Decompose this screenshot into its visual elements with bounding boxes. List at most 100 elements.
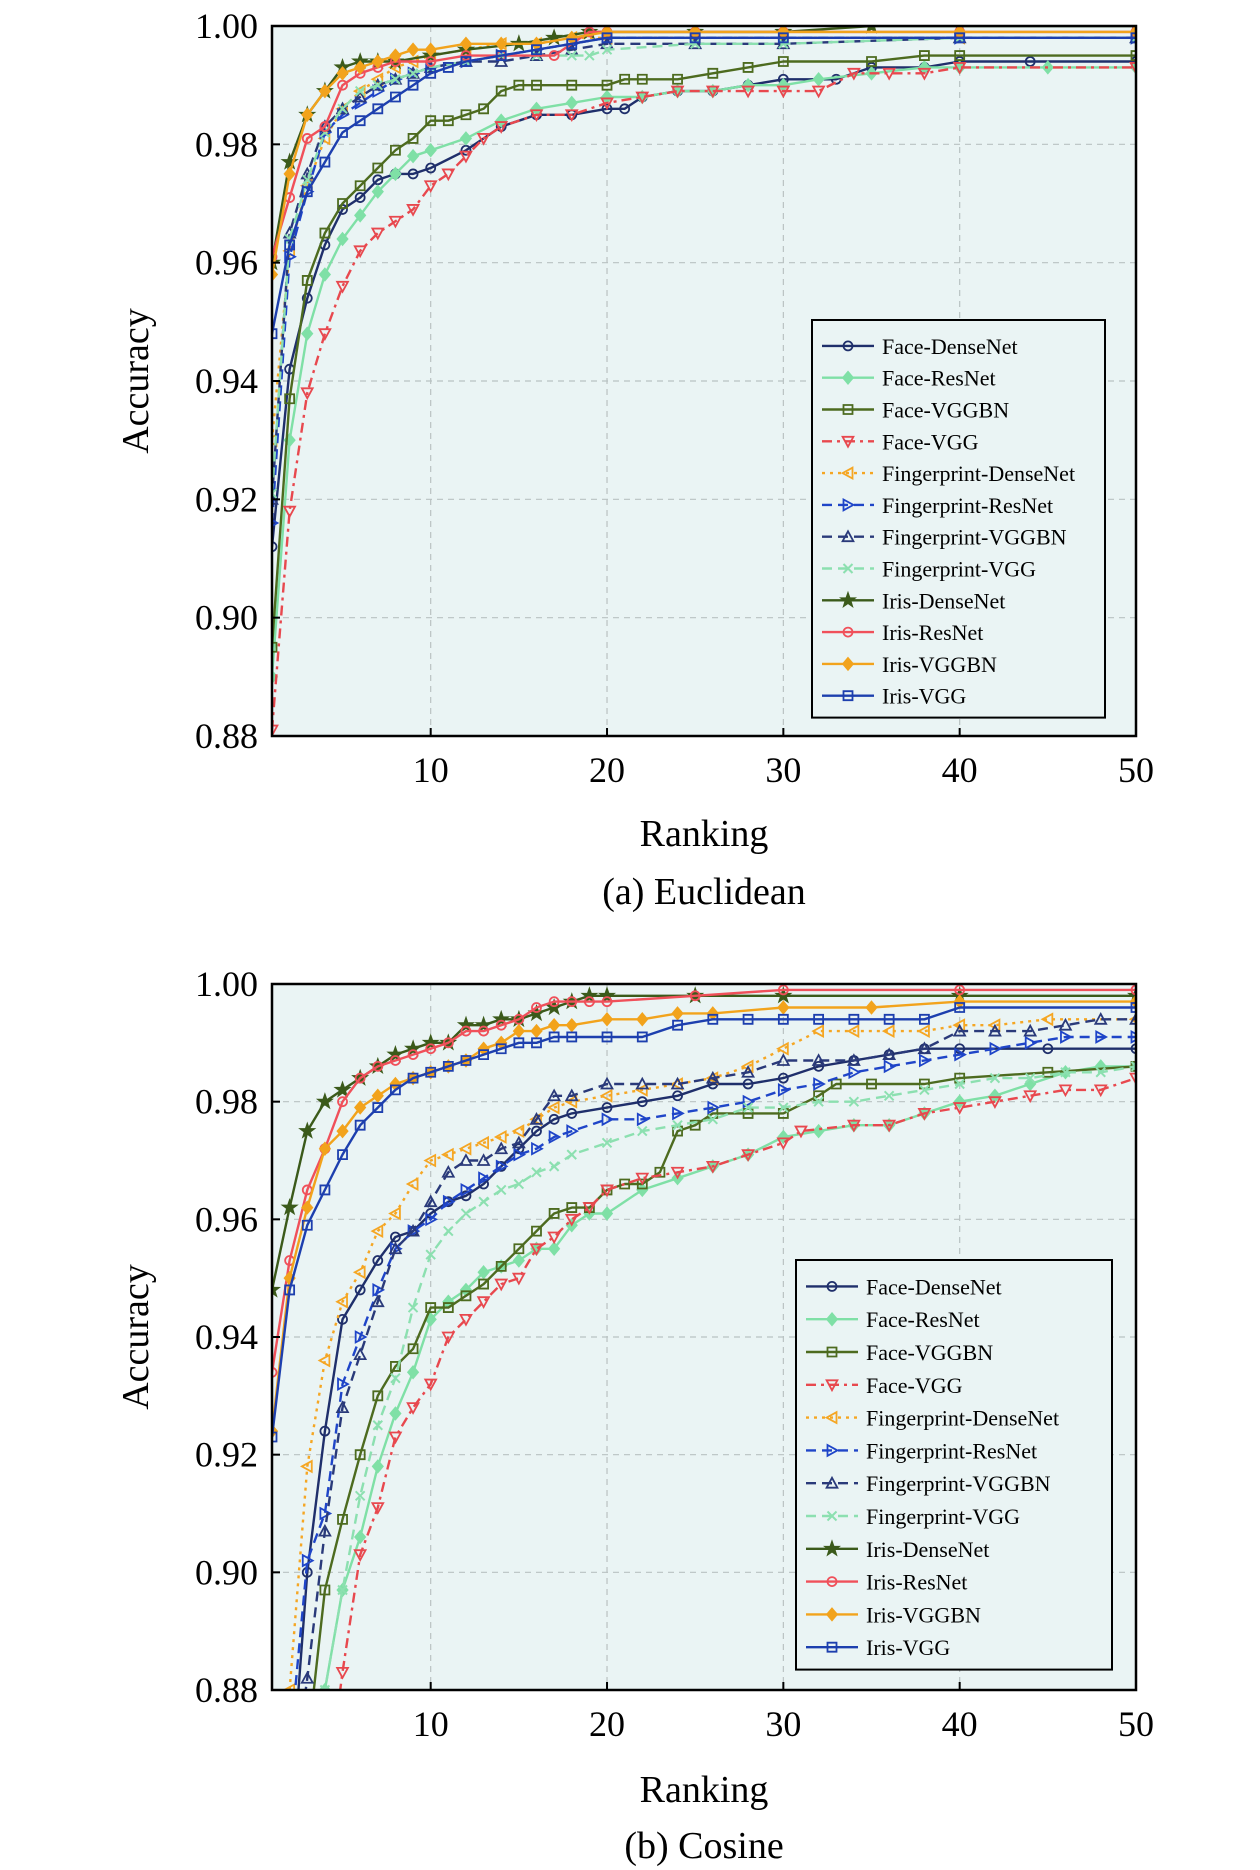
caption-b: (b) Cosine	[624, 1825, 783, 1867]
data-point	[353, 245, 368, 259]
data-point	[372, 1420, 384, 1431]
data-point	[1095, 1030, 1109, 1044]
data-point	[495, 36, 508, 51]
data-point	[741, 1064, 755, 1078]
data-point	[952, 1023, 967, 1037]
data-point	[917, 1108, 932, 1121]
data-point	[512, 1023, 525, 1039]
data-point	[442, 115, 454, 127]
data-point	[636, 1112, 650, 1127]
data-point	[601, 1031, 613, 1043]
data-point	[372, 1255, 384, 1266]
data-point	[492, 1009, 511, 1028]
data-point	[495, 1019, 507, 1031]
data-point	[333, 1080, 352, 1098]
data-point	[460, 1290, 472, 1302]
legend-marker	[823, 1539, 841, 1557]
data-point	[285, 1743, 295, 1754]
data-point	[303, 1744, 312, 1753]
data-point	[742, 1102, 754, 1113]
legend-entry: Iris-ResNet	[806, 1570, 967, 1595]
data-point	[566, 1149, 577, 1160]
data-point	[811, 1053, 826, 1066]
legend-label: Face-DenseNet	[866, 1274, 1002, 1299]
data-point	[548, 1113, 560, 1125]
data-point	[1024, 1072, 1036, 1084]
data-point	[284, 1802, 295, 1812]
data-point	[301, 1200, 314, 1215]
data-point	[777, 1129, 790, 1145]
legend-label: Iris-ResNet	[866, 1570, 967, 1595]
data-point	[494, 54, 509, 67]
data-point	[672, 1106, 685, 1121]
series-iris-vgg	[272, 1002, 1136, 1443]
data-point	[441, 1331, 456, 1345]
data-point	[406, 1223, 420, 1237]
y-tick-label: 1.00	[195, 964, 258, 1004]
data-point	[319, 1803, 330, 1813]
data-point	[493, 1130, 507, 1144]
data-point	[407, 1302, 419, 1313]
data-point	[371, 184, 384, 199]
data-point	[319, 1184, 331, 1196]
series-line	[312, 1065, 1136, 1690]
data-point	[599, 1088, 613, 1103]
data-point	[389, 1406, 402, 1421]
y-tick-label: 0.88	[195, 716, 258, 756]
data-point	[372, 1390, 384, 1402]
legend-box	[811, 319, 1106, 719]
data-point	[777, 1082, 791, 1097]
data-point	[1060, 1067, 1071, 1078]
data-point	[424, 143, 437, 158]
legend-entry: Face-VGG	[822, 429, 979, 454]
data-point	[511, 1124, 525, 1138]
data-point	[354, 115, 366, 127]
data-point	[352, 1265, 366, 1280]
data-point	[272, 1431, 278, 1443]
legend-marker	[842, 626, 854, 638]
legend-marker	[826, 1641, 838, 1653]
data-point	[371, 1459, 384, 1474]
data-point	[513, 79, 525, 91]
legend-marker	[841, 529, 855, 543]
data-point	[280, 1198, 299, 1216]
data-point	[353, 89, 368, 103]
data-point	[370, 1502, 385, 1515]
data-point	[601, 44, 613, 55]
data-point	[1042, 1043, 1054, 1055]
chart-panel-b: 0.880.900.920.940.960.981.00 10 20 30 40 50 …	[115, 964, 1154, 1867]
data-point	[883, 1059, 897, 1074]
data-point	[600, 36, 614, 50]
data-point	[705, 1160, 720, 1174]
data-point	[547, 1017, 561, 1033]
data-point	[1130, 50, 1136, 61]
series-face-vgg	[272, 62, 1136, 736]
data-point	[272, 488, 278, 499]
data-point	[319, 121, 331, 132]
data-point	[459, 1153, 473, 1166]
data-point	[952, 62, 967, 75]
data-point	[811, 85, 826, 99]
data-point	[919, 1053, 932, 1068]
data-point	[337, 1149, 348, 1161]
y-ticks-a: 0.88 0.90 0.92 0.94 0.96 0.98 1.00	[195, 6, 280, 756]
data-point	[495, 85, 507, 97]
data-point	[477, 1265, 490, 1280]
data-point	[407, 79, 419, 91]
data-point	[390, 144, 401, 156]
data-point	[354, 1119, 366, 1131]
data-point	[531, 1141, 544, 1156]
data-point	[335, 1666, 350, 1680]
data-point	[337, 1377, 350, 1391]
legend-marker	[825, 1475, 839, 1489]
data-point	[478, 1049, 489, 1060]
data-point	[421, 1033, 440, 1051]
x-tick-label: 30	[765, 1704, 801, 1744]
data-point	[460, 1025, 472, 1037]
data-point	[883, 1090, 895, 1101]
data-point	[1130, 984, 1136, 996]
data-point	[705, 1070, 720, 1084]
data-point	[442, 1194, 456, 1209]
data-point	[1093, 1012, 1108, 1025]
data-point	[707, 1114, 719, 1125]
